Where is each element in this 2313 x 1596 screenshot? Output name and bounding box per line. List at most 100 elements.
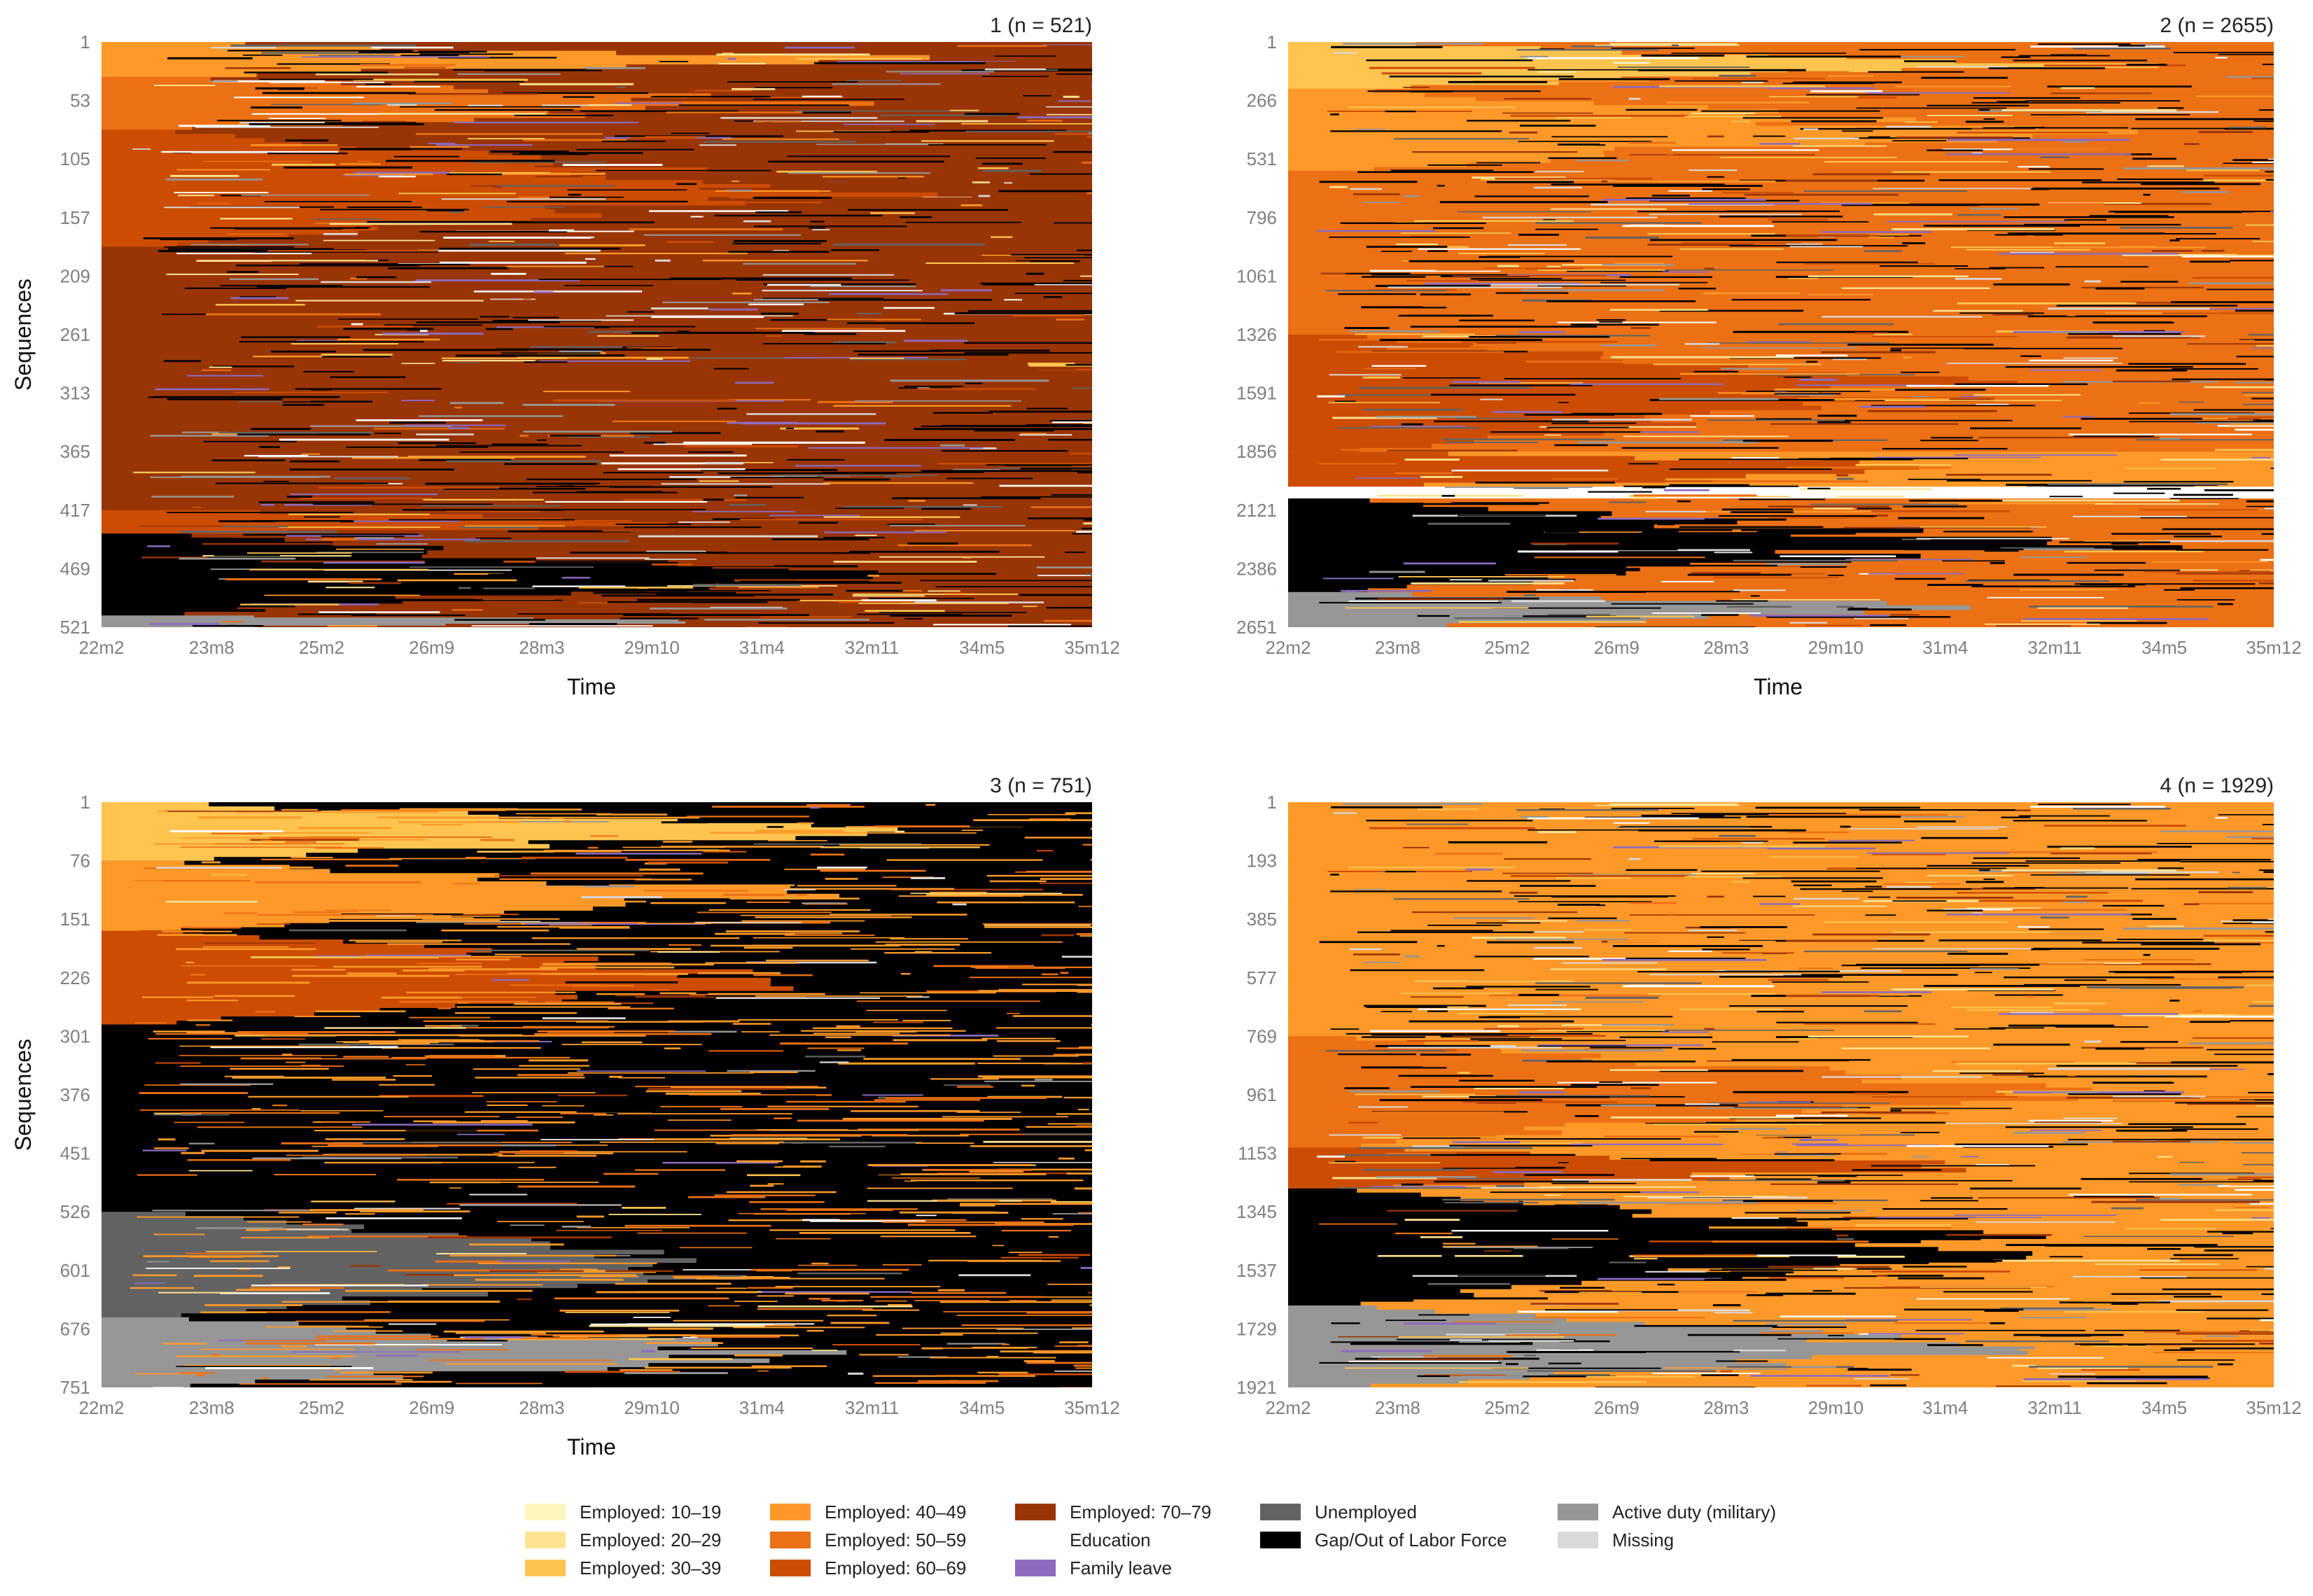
sequence-segment [139, 940, 269, 942]
x-tick-label: 32m11 [2027, 637, 2082, 658]
sequence-segment [2064, 219, 2106, 221]
band-start-row [102, 1166, 1092, 1171]
sequence-segment [823, 536, 885, 538]
sequence-segment [1056, 318, 1085, 321]
sequence-segment [1371, 1034, 1508, 1036]
sequence-segment [662, 1161, 778, 1164]
band-start-row [102, 335, 1092, 340]
sequence-segment [1103, 823, 1208, 825]
y-tick-label: 796 [1247, 207, 1277, 228]
band-start-row [102, 472, 1092, 477]
sequence-segment [251, 113, 399, 115]
sequence-segment [1404, 1219, 1460, 1222]
band-start-row [1288, 1015, 2274, 1021]
sequence-segment [1824, 161, 2008, 163]
sequence-segment [2025, 100, 2181, 102]
sequence-segment [259, 78, 374, 80]
sequence-segment [284, 166, 412, 169]
sequence-segment [1946, 479, 2092, 482]
sequence-segment [1097, 357, 1140, 358]
sequence-segment [248, 832, 370, 834]
sequence-segment [1912, 396, 1929, 398]
sequence-segment [353, 78, 529, 81]
sequence-segment [1803, 263, 1936, 265]
sequence-segment [608, 1007, 674, 1010]
band-start-row [1288, 601, 1887, 606]
x-tick-label: 22m2 [78, 637, 124, 658]
sequence-segment [1546, 1060, 1696, 1063]
sequence-segment [2172, 1138, 2274, 1141]
band-start-row [102, 999, 562, 1004]
legend-label: Employed: 50–59 [825, 1530, 966, 1550]
sequence-segment [409, 1016, 491, 1018]
sequence-segment [2222, 1014, 2274, 1016]
sequence-segment [2286, 825, 2313, 826]
sequence-segment [214, 554, 280, 556]
band-start-row [102, 1128, 1092, 1133]
sequence-segment [1495, 335, 1650, 337]
band-start-row [1288, 50, 1622, 55]
sequence-segment [972, 181, 991, 183]
sequence-segment [1363, 1128, 1416, 1130]
sequence-segment [651, 307, 709, 310]
sequence-segment [1344, 327, 1390, 329]
sequence-segment [588, 330, 662, 333]
sequence-segment [2085, 111, 2219, 113]
sequence-segment [238, 1268, 251, 1270]
sequence-segment [249, 568, 428, 570]
sequence-segment [150, 435, 269, 437]
sequence-segment [732, 242, 821, 245]
sequence-segment [340, 163, 382, 165]
sequence-segment [177, 875, 317, 877]
band-start-row [102, 1275, 748, 1280]
sequence-segment [1902, 242, 1925, 244]
sequence-segment [1065, 364, 1092, 366]
sequence-segment [1845, 419, 2013, 421]
sequence-segment [2095, 1264, 2219, 1265]
sequence-segment [1546, 426, 1629, 428]
sequence-segment [1103, 289, 1118, 290]
sequence-segment [1959, 312, 2044, 314]
sequence-segment [2275, 183, 2313, 184]
sequence-segment [1679, 372, 1860, 375]
sequence-segment [2176, 1359, 2235, 1361]
sequence-segment [1762, 1137, 1784, 1139]
band-start-row [102, 1325, 347, 1330]
band-start-row [1288, 63, 2159, 69]
sequence-segment [1908, 1238, 1981, 1240]
sequence-segment [911, 1292, 1007, 1294]
sequence-segment [1704, 267, 1714, 270]
sequence-segment [1894, 562, 2001, 564]
band-start-row [102, 1037, 1092, 1042]
sequence-segment [321, 354, 393, 356]
sequence-segment [2261, 533, 2274, 536]
sequence-segment [2001, 56, 2031, 58]
sequence-segment [947, 1198, 1053, 1200]
sequence-segment [1328, 1162, 1440, 1163]
sequence-segment [1091, 498, 1092, 501]
sequence-segment [543, 391, 631, 393]
y-tick-label: 1 [1267, 31, 1277, 52]
sequence-segment [819, 1061, 849, 1063]
sequence-segment [666, 111, 803, 113]
sequence-segment [2051, 1091, 2099, 1093]
sequence-segment [1487, 255, 1673, 258]
sequence-segment [2228, 886, 2267, 889]
sequence-segment [1105, 890, 1228, 891]
sequence-segment [987, 813, 1076, 816]
sequence-segment [797, 1119, 984, 1122]
sequence-segment [375, 1354, 419, 1357]
sequence-segment [1927, 909, 1983, 911]
x-tick-label: 29m10 [1808, 1397, 1864, 1418]
sequence-segment [314, 1343, 502, 1345]
sequence-segment [795, 465, 921, 467]
sequence-segment [389, 421, 446, 424]
sequence-segment [1355, 1093, 1475, 1096]
sequence-segment [404, 66, 447, 69]
sequence-segment [252, 519, 354, 522]
sequence-segment [843, 123, 935, 125]
sequence-segment [708, 909, 871, 911]
sequence-segment [1504, 858, 1591, 860]
sequence-segment [1733, 1320, 1898, 1322]
sequence-segment [676, 385, 825, 388]
